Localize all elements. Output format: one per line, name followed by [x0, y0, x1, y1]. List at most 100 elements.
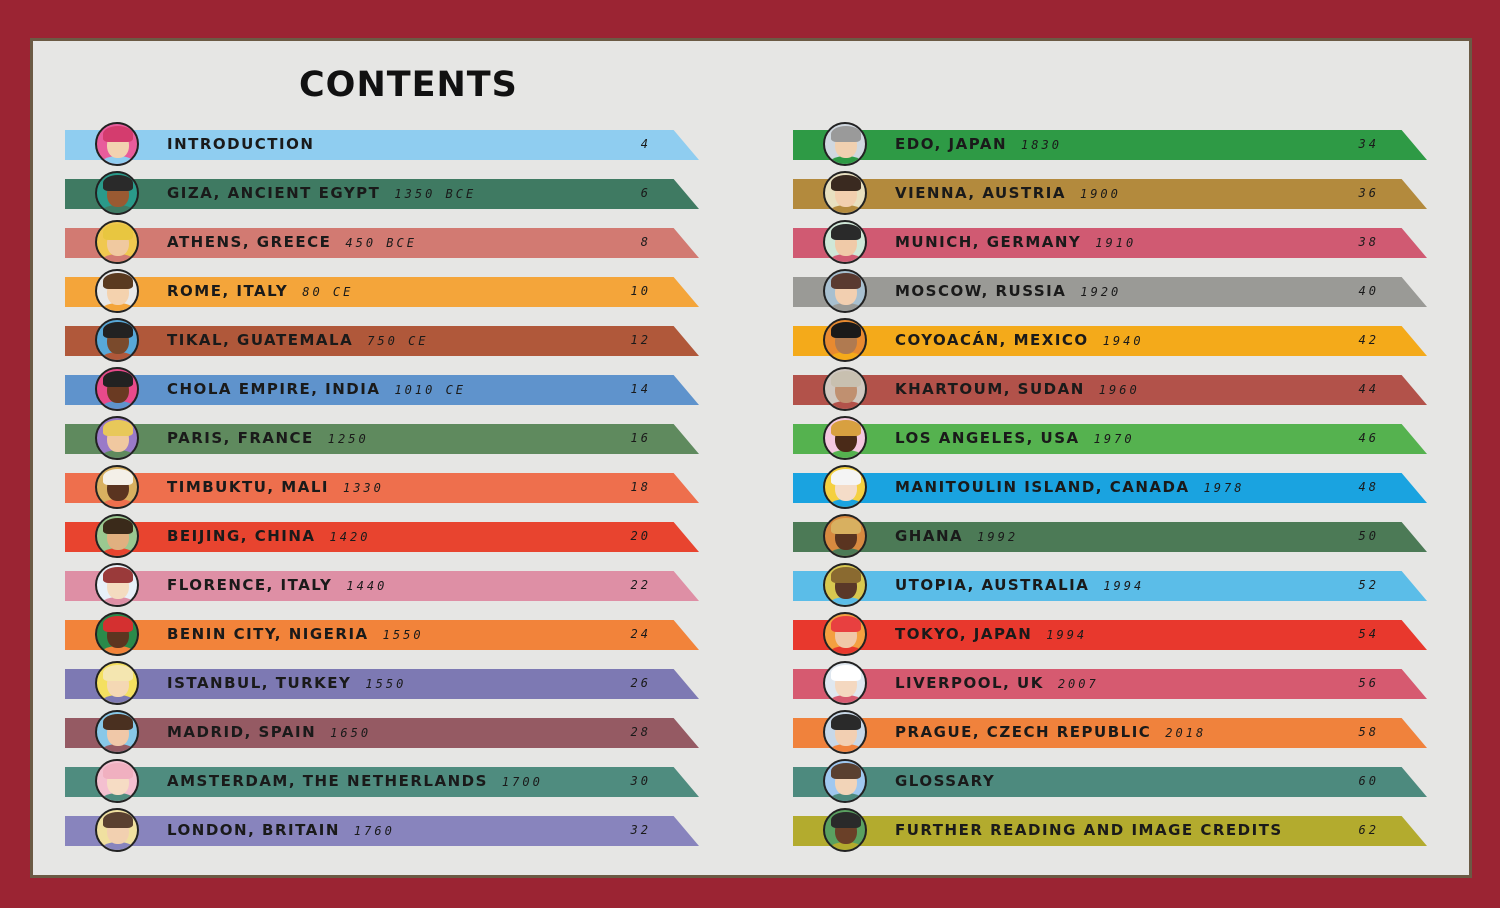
entry-year: 1700 — [501, 775, 543, 789]
portrait-hair — [103, 665, 133, 681]
british-portrait-icon — [95, 808, 139, 852]
toc-entry-los-angeles-usa[interactable]: LOS ANGELES, USA 1970 46 — [793, 416, 1427, 460]
portrait-hair — [103, 126, 133, 142]
entry-label: MUNICH, GERMANY — [895, 233, 1082, 251]
toc-entry-title: ISTANBUL, TURKEY 1550 — [167, 674, 406, 692]
ribbon-band — [65, 130, 699, 160]
entry-year: 1550 — [365, 677, 407, 691]
entry-label: LIVERPOOL, UK — [895, 674, 1044, 692]
entry-label: GLOSSARY — [895, 772, 996, 790]
entry-label: GIZA, ANCIENT EGYPT — [167, 184, 381, 202]
entry-year: 1994 — [1046, 628, 1088, 642]
entry-year: 80 CE — [302, 285, 354, 299]
toc-entry-title: AMSTERDAM, THE NETHERLANDS 1700 — [167, 772, 543, 790]
entry-year: 1420 — [329, 530, 371, 544]
toc-entry-tikal-guatemala[interactable]: TIKAL, GUATEMALA 750 CE 12 — [65, 318, 699, 362]
turban-portrait-icon — [95, 465, 139, 509]
portrait-hair — [831, 420, 861, 436]
entry-year: 1350 BCE — [394, 187, 477, 201]
toc-entry-coyoac-n-mexico[interactable]: COYOACÁN, MEXICO 1940 42 — [793, 318, 1427, 362]
page-number: 44 — [1358, 382, 1379, 396]
page-number: 32 — [630, 823, 651, 837]
russian-portrait-icon — [823, 269, 867, 313]
ribbon-band — [793, 130, 1427, 160]
toc-entry-moscow-russia[interactable]: MOSCOW, RUSSIA 1920 40 — [793, 269, 1427, 313]
portrait-body — [99, 156, 137, 164]
toc-entry-amsterdam-the-netherlands[interactable]: AMSTERDAM, THE NETHERLANDS 1700 30 — [65, 759, 699, 803]
toc-entry-glossary[interactable]: GLOSSARY 60 — [793, 759, 1427, 803]
toc-entry-manitoulin-island-canada[interactable]: MANITOULIN ISLAND, CANADA 1978 48 — [793, 465, 1427, 509]
entry-label: GHANA — [895, 527, 964, 545]
mexican-portrait-icon — [823, 318, 867, 362]
entry-label: PARIS, FRANCE — [167, 429, 314, 447]
toc-entry-title: COYOACÁN, MEXICO 1940 — [895, 331, 1144, 349]
glossary-portrait-icon — [823, 759, 867, 803]
ribbon-band — [65, 767, 699, 797]
ribbon-band — [65, 179, 699, 209]
page-number: 28 — [630, 725, 651, 739]
portrait-hair — [831, 469, 861, 485]
toc-entry-liverpool-uk[interactable]: LIVERPOOL, UK 2007 56 — [793, 661, 1427, 705]
toc-entry-florence-italy[interactable]: FLORENCE, ITALY 1440 22 — [65, 563, 699, 607]
toc-entry-paris-france[interactable]: PARIS, FRANCE 1250 16 — [65, 416, 699, 460]
toc-entry-giza-ancient-egypt[interactable]: GIZA, ANCIENT EGYPT 1350 BCE 6 — [65, 171, 699, 215]
toc-entry-athens-greece[interactable]: ATHENS, GREECE 450 BCE 8 — [65, 220, 699, 264]
toc-entry-timbuktu-mali[interactable]: TIMBUKTU, MALI 1330 18 — [65, 465, 699, 509]
japanese-artist-portrait-icon — [823, 612, 867, 656]
entry-year: 1940 — [1102, 334, 1144, 348]
portrait-hair — [831, 812, 861, 828]
toc-entry-chola-empire-india[interactable]: CHOLA EMPIRE, INDIA 1010 CE 14 — [65, 367, 699, 411]
toc-entry-title: TOKYO, JAPAN 1994 — [895, 625, 1087, 643]
toc-entry-title: LONDON, BRITAIN 1760 — [167, 821, 395, 839]
toc-entry-beijing-china[interactable]: BEIJING, CHINA 1420 20 — [65, 514, 699, 558]
benin-portrait-icon — [95, 612, 139, 656]
portrait-body — [99, 254, 137, 262]
portrait-hair — [831, 273, 861, 289]
portrait-body — [99, 793, 137, 801]
ribbon-band — [793, 179, 1427, 209]
toc-entry-introduction[interactable]: INTRODUCTION 4 — [65, 122, 699, 166]
portrait-body — [99, 205, 137, 213]
entry-label: TIKAL, GUATEMALA — [167, 331, 354, 349]
page-number: 4 — [640, 137, 651, 151]
portrait-hair — [831, 763, 861, 779]
entry-label: ISTANBUL, TURKEY — [167, 674, 352, 692]
entry-label: UTOPIA, AUSTRALIA — [895, 576, 1090, 594]
entry-label: FLORENCE, ITALY — [167, 576, 333, 594]
page-number: 40 — [1358, 284, 1379, 298]
entry-label: TOKYO, JAPAN — [895, 625, 1033, 643]
page-number: 18 — [630, 480, 651, 494]
toc-entry-madrid-spain[interactable]: MADRID, SPAIN 1650 28 — [65, 710, 699, 754]
toc-entry-munich-germany[interactable]: MUNICH, GERMANY 1910 38 — [793, 220, 1427, 264]
ribbon-band — [793, 228, 1427, 258]
toc-entry-khartoum-sudan[interactable]: KHARTOUM, SUDAN 1960 44 — [793, 367, 1427, 411]
page-number: 36 — [1358, 186, 1379, 200]
toc-entry-vienna-austria[interactable]: VIENNA, AUSTRIA 1900 36 — [793, 171, 1427, 215]
page-number: 56 — [1358, 676, 1379, 690]
portrait-hair — [831, 518, 861, 534]
entry-label: COYOACÁN, MEXICO — [895, 331, 1089, 349]
portrait-body — [99, 744, 137, 752]
entry-label: BENIN CITY, NIGERIA — [167, 625, 369, 643]
portrait-body — [99, 695, 137, 703]
page-number: 6 — [640, 186, 651, 200]
toc-entry-edo-japan[interactable]: EDO, JAPAN 1830 34 — [793, 122, 1427, 166]
toc-entry-further-reading-and-image-credits[interactable]: FURTHER READING AND IMAGE CREDITS 62 — [793, 808, 1427, 852]
toc-entry-title: LIVERPOOL, UK 2007 — [895, 674, 1099, 692]
toc-entry-utopia-australia[interactable]: UTOPIA, AUSTRALIA 1994 52 — [793, 563, 1427, 607]
toc-entry-benin-city-nigeria[interactable]: BENIN CITY, NIGERIA 1550 24 — [65, 612, 699, 656]
ribbon-band — [65, 669, 699, 699]
toc-entry-rome-italy[interactable]: ROME, ITALY 80 CE 10 — [65, 269, 699, 313]
page-number: 24 — [630, 627, 651, 641]
page-number: 26 — [630, 676, 651, 690]
toc-entry-tokyo-japan[interactable]: TOKYO, JAPAN 1994 54 — [793, 612, 1427, 656]
greek-helmet-portrait-icon — [95, 220, 139, 264]
page-number: 16 — [630, 431, 651, 445]
ribbon-band — [793, 816, 1427, 846]
toc-entry-london-britain[interactable]: LONDON, BRITAIN 1760 32 — [65, 808, 699, 852]
toc-entry-prague-czech-republic[interactable]: PRAGUE, CZECH REPUBLIC 2018 58 — [793, 710, 1427, 754]
toc-entry-ghana[interactable]: GHANA 1992 50 — [793, 514, 1427, 558]
paintbrush-cup-icon — [95, 122, 139, 166]
portrait-hair — [831, 322, 861, 338]
toc-entry-istanbul-turkey[interactable]: ISTANBUL, TURKEY 1550 26 — [65, 661, 699, 705]
